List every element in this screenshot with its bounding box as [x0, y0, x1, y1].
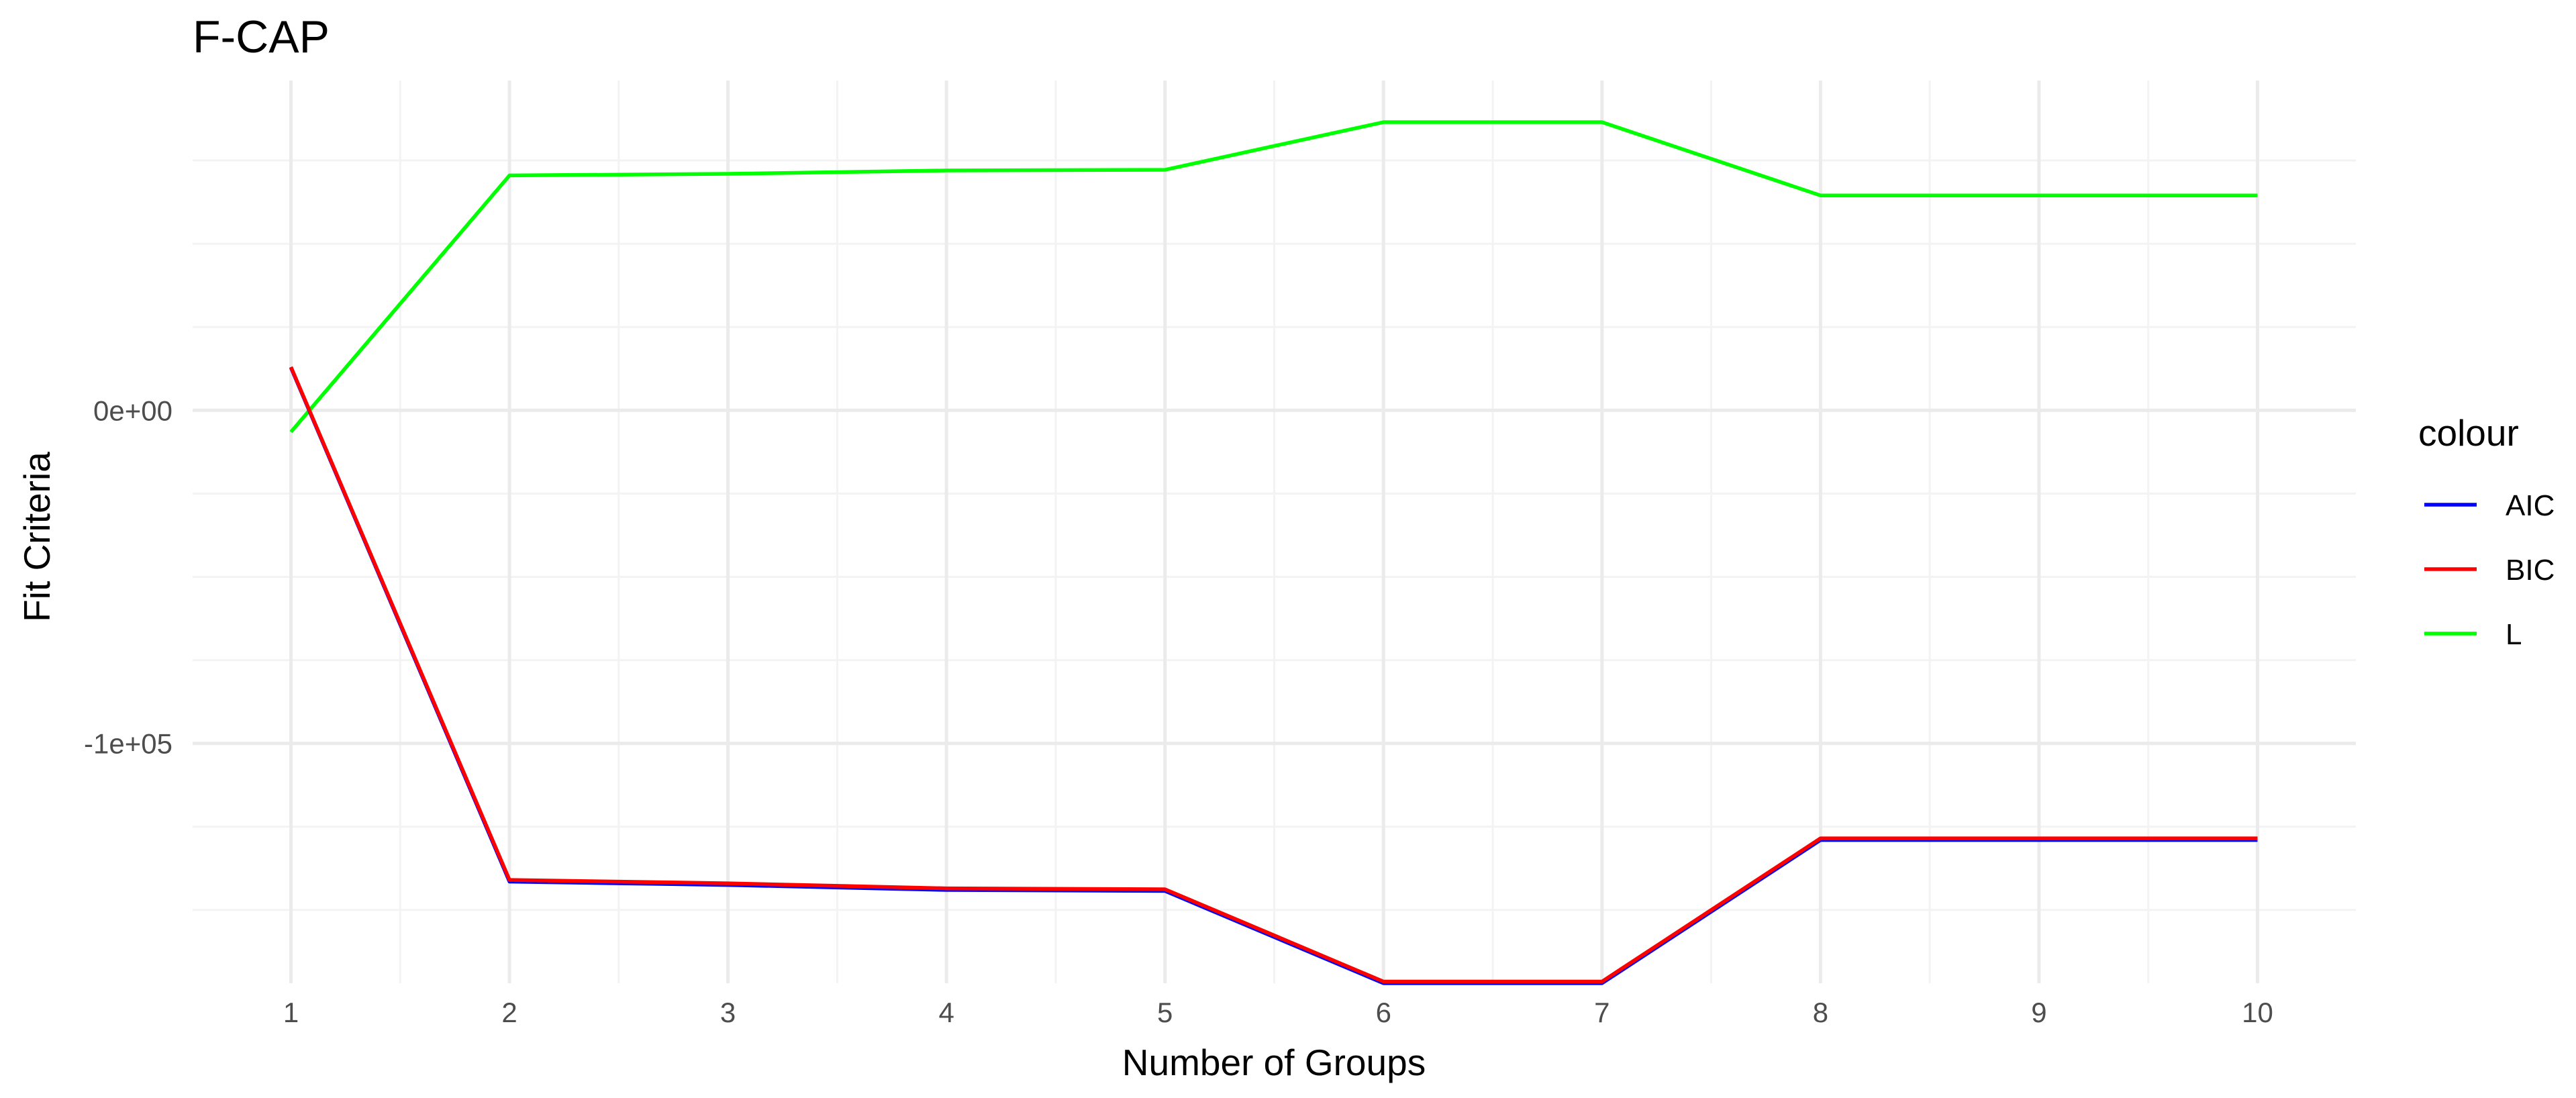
x-tick-label: 5: [1157, 997, 1173, 1028]
x-tick-label: 9: [2031, 997, 2046, 1028]
x-tick-label: 4: [938, 997, 954, 1028]
legend: colour AIC BIC L: [2418, 412, 2555, 651]
x-axis-title: Number of Groups: [1122, 1042, 1426, 1083]
x-tick-label: 6: [1376, 997, 1391, 1028]
y-axis-ticks: 0e+00 -1e+05: [84, 395, 172, 759]
x-tick-label: 10: [2242, 997, 2273, 1028]
legend-title: colour: [2418, 412, 2519, 454]
x-tick-label: 7: [1594, 997, 1609, 1028]
x-tick-label: 2: [501, 997, 517, 1028]
grid: [193, 81, 2356, 983]
y-axis-title: Fit Criteria: [16, 452, 58, 622]
y-tick-label: -1e+05: [84, 728, 172, 760]
plot-area: [289, 120, 2258, 985]
legend-label-bic: BIC: [2506, 554, 2555, 587]
legend-label-aic: AIC: [2506, 489, 2555, 522]
x-tick-label: 1: [283, 997, 299, 1028]
legend-label-l: L: [2506, 618, 2522, 651]
series-line-bic: [289, 366, 2258, 984]
x-axis-ticks: 1 2 3 4 5 6 7 8 9 10: [283, 997, 2273, 1028]
series-line-l: [289, 120, 2258, 434]
x-tick-label: 3: [720, 997, 736, 1028]
x-tick-label: 8: [1813, 997, 1828, 1028]
y-tick-label: 0e+00: [93, 395, 172, 426]
chart-title: F-CAP: [193, 11, 330, 62]
